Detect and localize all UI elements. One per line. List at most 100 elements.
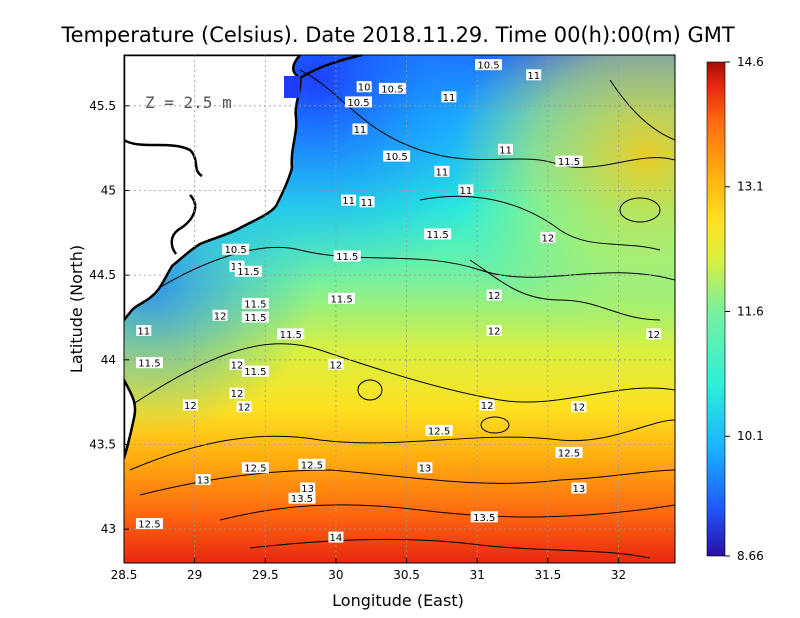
contour-label: 11.5 [330,294,352,305]
contour-label-bg [359,196,375,208]
colorbar-tick-label: 11.6 [737,304,764,318]
contour-label-bg [486,325,502,337]
y-axis-title: Latitude (North) [67,245,86,373]
contour-label: 12 [184,401,197,412]
contour-line [139,247,675,301]
contour-label-bg [212,309,228,321]
contour-label-bg [470,511,498,523]
colorbar-ticks: 14.6 13.1 11.6 10.1 8.66 [725,55,764,563]
contour-label-bg [300,482,316,494]
contour-label-bg [229,358,245,370]
contour-label: 12.5 [558,448,580,459]
colorbar-tick-label: 10.1 [737,429,764,443]
contour-label: 11.5 [280,330,302,341]
x-tick-label: 32 [611,568,626,582]
contour-line [609,79,675,141]
contour-label: 11 [354,125,367,136]
x-tick-label: 28.5 [111,568,138,582]
contour-label-bg [424,228,452,240]
contour-label-bg [458,184,474,196]
contour-label: 11.5 [244,313,266,324]
plot-frame [123,54,676,564]
contour-label: 11 [137,327,150,338]
contour-label-bg [234,265,262,277]
contour-label-bg [277,328,305,340]
contour-label-bg [298,458,326,470]
contour-label-bg [195,474,211,486]
contour-label-bg [571,482,587,494]
contour-label-bg [571,401,587,413]
x-tick-label: 30.5 [393,568,420,582]
contour-label-bg [241,365,269,377]
contour-label: 11.5 [244,299,266,310]
contour-label: 10.5 [224,245,246,256]
contour-label: 10.5 [386,152,408,163]
colorbar-tick-label: 14.6 [737,55,764,69]
plot-area [124,55,675,563]
contour-label-bg [328,358,344,370]
contour-label: 11.5 [138,359,160,370]
contour-label-bg [646,328,662,340]
contour-label: 12 [488,327,501,338]
contour-label: 11 [527,71,540,82]
contour-label: 11.5 [558,157,580,168]
contour-label-bg [136,325,152,337]
contour-label-bg [236,401,252,413]
contour-label: 13.5 [473,513,495,524]
land-coast-south [124,378,137,460]
contour-label-bg [241,462,269,474]
contour-line [619,197,661,223]
land-north-coast [299,55,363,80]
contour-label-bg [288,492,316,504]
contour-label: 11 [443,93,456,104]
x-axis-title: Longitude (East) [332,591,464,610]
contour-label-bg [182,399,198,411]
y-tick-label: 45 [101,183,116,197]
contour-lines [124,69,675,559]
y-tick-label: 44 [101,353,116,367]
contour-label-bg [486,289,502,301]
contour-label: 13 [419,464,432,475]
contour-line [419,195,661,251]
colorbar-tick-label: 8.66 [737,549,764,563]
contour-label: 11 [361,198,374,209]
contour-label-bg [135,518,163,530]
y-tick-label: 45.5 [89,99,116,113]
contour-line [249,538,651,559]
contour-label: 12 [238,403,251,414]
contour-line [124,343,675,411]
contour-label-bg [352,123,368,135]
contour-label-bg [345,96,373,108]
x-tick-label: 29.5 [252,568,279,582]
contour-label: 10.5 [381,84,403,95]
x-tick-label: 30 [328,568,343,582]
contour-label-bg [555,155,583,167]
contour-line [299,69,675,168]
contour-label: 13 [197,476,210,487]
contour-label-bg [434,165,450,177]
contour-label-bg [241,297,269,309]
contour-label: 13 [301,484,314,495]
contour-label-bg [241,311,269,323]
coastal-blue-cells [284,76,300,98]
contour-label: 12 [330,360,343,371]
contour-label-bg [378,82,406,94]
contour-label-bg [229,387,245,399]
contour-label: 13 [573,484,586,495]
contour-label: 14 [330,533,343,544]
contour-label-bg [222,243,250,255]
contour-label-bg [425,424,453,436]
x-axis-ticks: 28.5 29 29.5 30 30.5 31 31.5 32 [111,558,626,582]
x-tick-label: 31.5 [534,568,561,582]
contour-label-bg [497,143,513,155]
contour-label: 11 [436,167,449,178]
contour-label: 12.5 [244,464,266,475]
y-tick-label: 43.5 [89,437,116,451]
contour-label: 12 [231,360,244,371]
depth-label: Z = 2.5 m [145,93,232,112]
contour-label-bg [417,462,433,474]
contour-label: 11.5 [427,230,449,241]
chart-title: Temperature (Celsius). Date 2018.11.29. … [60,23,735,47]
contour-label: 12 [214,311,227,322]
